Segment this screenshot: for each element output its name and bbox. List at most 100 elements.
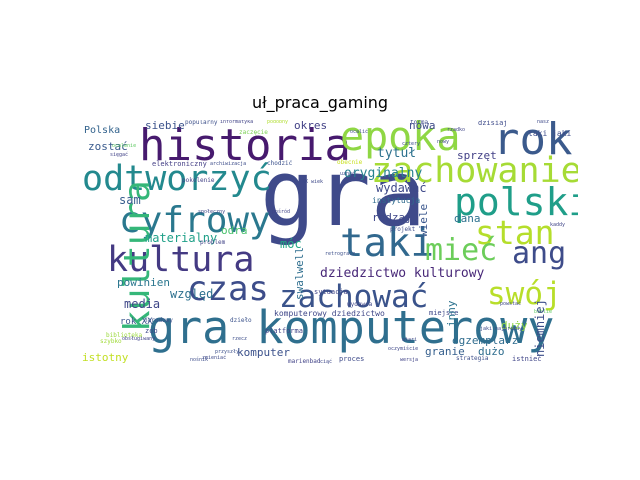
- word-xx-wiek: XX wiek: [302, 179, 324, 185]
- word-istniec: istnieć: [512, 355, 542, 363]
- word-taki: taki: [340, 221, 434, 266]
- word-stan: stan: [475, 213, 555, 252]
- word-zaczecie: zaczęcie: [239, 129, 268, 136]
- word-granie: granie: [425, 345, 465, 358]
- word-proces: proces: [339, 355, 365, 363]
- word-odra: odra: [221, 224, 248, 237]
- word-dzisiaj: dzisiaj: [478, 120, 508, 127]
- chart-title: uł_praca_gaming: [251, 93, 389, 112]
- word-marienbad: marienbad: [288, 358, 321, 365]
- word-siebie: siebie: [145, 120, 185, 132]
- word-ocalenie: ocalenie: [112, 143, 137, 149]
- word-biblioteka: biblioteka: [106, 332, 143, 339]
- word-chodzic: chodzić: [267, 160, 293, 167]
- word-nowa: nowa: [409, 120, 436, 132]
- word-podobny: podobny: [267, 120, 289, 125]
- word-tytul: tytuł: [377, 146, 417, 161]
- word-ang: ang: [512, 236, 567, 271]
- word-rok: rok: [493, 120, 573, 165]
- word-obsluguiwany: obsługiwany: [122, 336, 156, 342]
- word-moc: móc: [280, 237, 302, 251]
- word-zob: zob: [145, 327, 158, 335]
- word-problem: problem: [200, 239, 226, 246]
- word-swoj: swój: [487, 276, 562, 312]
- word-forma: forma: [410, 120, 429, 126]
- word-niemniej: niemniej: [533, 299, 547, 357]
- word-ciac: ciąć: [320, 359, 333, 365]
- word-wiele: wiele: [417, 203, 430, 237]
- word-rodzaj: rodzaj: [372, 211, 412, 224]
- word-oryginalny: oryginalny: [344, 166, 423, 181]
- word-oczymiscie: oczymiście: [388, 346, 419, 352]
- word-obecnie: obecnie: [337, 159, 363, 166]
- word-siegac: sięgać: [110, 152, 129, 158]
- word-cloud: gra gra komputerowy historia rok epoka z…: [82, 120, 578, 367]
- word-taki-jaki: taki jaki: [528, 129, 572, 138]
- word-kaddy: kaddy: [550, 222, 566, 228]
- word-atari: atari: [402, 337, 418, 343]
- word-okres: okres: [294, 120, 328, 132]
- word-dana: dana: [454, 212, 481, 225]
- word-narodowy: narodowy: [144, 317, 173, 324]
- word-rzecz: rzecz: [232, 336, 248, 342]
- word-polska: Polska: [84, 125, 121, 136]
- word-biblie: biblie: [534, 309, 553, 315]
- word-zmieniac: zmieniać: [202, 355, 227, 361]
- word-zachowanie: zachowanie: [371, 151, 578, 191]
- word-wzglad: względ: [170, 287, 214, 301]
- word-retrogracz: retrogracz: [325, 251, 356, 257]
- word-dzielo: dzieło: [230, 317, 252, 324]
- word-elektroniczny: elektroniczny: [152, 160, 207, 168]
- word-duzo: dużo: [478, 345, 505, 358]
- word-archiwizacja: archiwizacja: [210, 161, 247, 167]
- word-zostac: zostać: [88, 140, 128, 153]
- word-powstac: powstać: [500, 301, 522, 307]
- word-jaki-najprawdy: jaki najprawdy: [480, 326, 523, 332]
- word-ocalic: ocalić: [350, 129, 369, 135]
- word-rok-xx: rok XX: [120, 317, 153, 327]
- word-sytuacja: sytuacja: [314, 288, 348, 296]
- word-pokolenie: pokolenie: [182, 177, 215, 184]
- word-informatyka: informatyka: [220, 120, 254, 125]
- word-przyszly: przyszły: [215, 349, 240, 355]
- word-odtworzyc: odtworzyć: [82, 159, 272, 199]
- word-strategia: strategia: [456, 355, 489, 362]
- word-posrod: pośród: [272, 209, 291, 215]
- word-miec: mieć: [425, 233, 498, 268]
- word-nosnik: nośnik: [190, 357, 209, 363]
- word-cztery: cztery: [402, 141, 421, 147]
- word-szybko: szybko: [100, 338, 122, 345]
- word-egzemplarz: egzemplarz: [452, 334, 519, 347]
- word-komputer: komputer: [237, 346, 290, 359]
- word-materialny: materialny: [145, 231, 218, 245]
- word-komputerowy-dziedzictwo: komputerowy dziedzictwo: [274, 309, 385, 318]
- word-wersja: wersja: [400, 357, 419, 363]
- word-polski: polski: [454, 180, 578, 224]
- word-powinien: powinien: [117, 276, 170, 289]
- word-gra-komputerowy: gra komputerowy: [148, 301, 555, 354]
- word-platforma: platforma: [265, 327, 303, 335]
- word-spoleczny: społeczny: [198, 209, 226, 215]
- word-gra: gra: [260, 140, 427, 247]
- word-rozgrywka: kultura: [107, 240, 255, 280]
- word-inny: inny: [445, 300, 458, 328]
- word-media: media: [124, 297, 161, 311]
- word-miejsce: miejsce: [429, 309, 459, 317]
- word-istotny: istotny: [82, 351, 129, 364]
- word-rzadko: rzadko: [447, 127, 466, 133]
- word-czas: czas: [187, 269, 269, 309]
- word-epoka: epoka: [340, 120, 461, 160]
- word-instytucja: instytucja: [372, 196, 421, 205]
- word-nowy: nowy: [437, 139, 450, 145]
- word-duzy: duży: [501, 319, 528, 332]
- word-popularny: popularny: [185, 120, 218, 126]
- word-wydawac: wydawać: [376, 181, 427, 195]
- word-historia: historia: [139, 120, 351, 171]
- word-wydawca: wydawca: [347, 301, 373, 308]
- word-dziedzictwo-kulturowy: dziedzictwo kulturowy: [320, 266, 485, 281]
- word-nasz: nasz: [537, 120, 550, 125]
- word-sam: sam: [119, 193, 141, 207]
- word-sprzet: sprzęt: [457, 149, 497, 162]
- word-uznac: uznać: [340, 171, 356, 177]
- word-projekt: projekt: [390, 226, 416, 233]
